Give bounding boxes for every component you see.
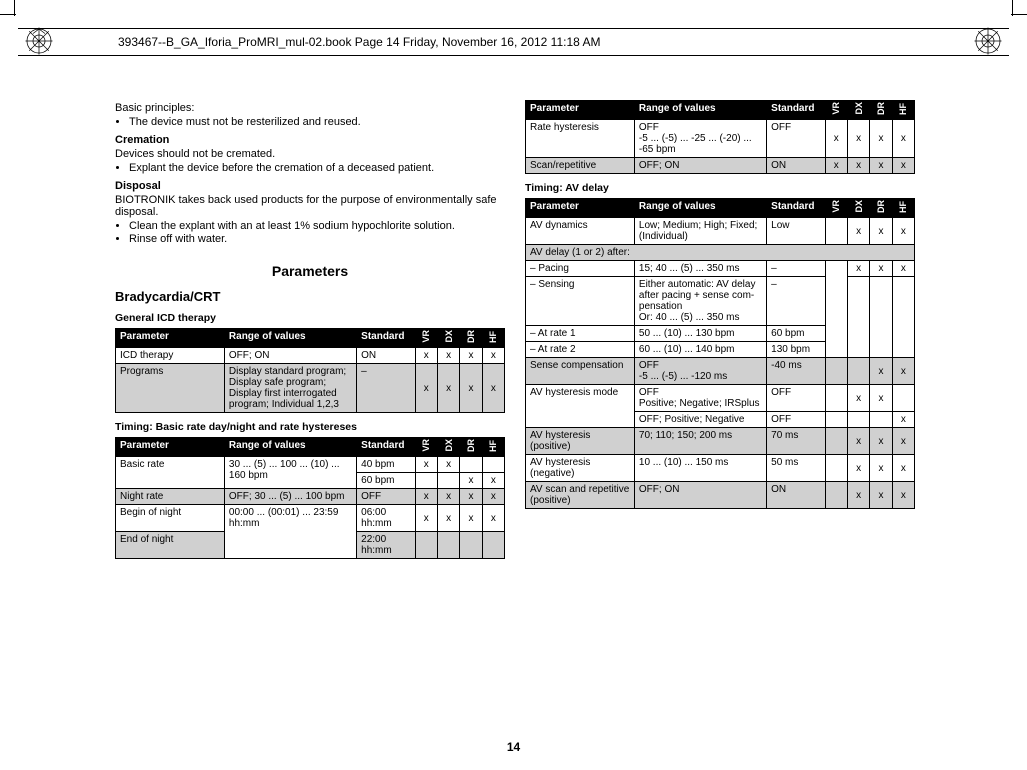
disposal-heading: Disposal — [115, 180, 505, 192]
table-row: Basic rate 30 ... (5) ... 100 ... (10) .… — [116, 457, 505, 473]
header-bar: 393467--B_GA_Iforia_ProMRI_mul-02.book P… — [18, 28, 1009, 56]
table-row: AV hysteresis (positive) 70; 110; 150; 2… — [526, 428, 915, 455]
caption-timing1: Timing: Basic rate day/night and rate hy… — [115, 421, 505, 433]
table-row: AV dynamics Low; Medium; High; Fixed; (I… — [526, 218, 915, 245]
th-dr: DR — [460, 329, 482, 348]
table-row: Scan/repetitive OFF; ON ON x x x x — [526, 158, 915, 174]
table-row: AV scan and repetitive (positive) OFF; O… — [526, 482, 915, 509]
table-row: – Sensing Either automatic: AV delay aft… — [526, 277, 915, 326]
registration-mark-left — [24, 26, 54, 56]
table-row: Night rate OFF; 30 ... (5) ... 100 bpm O… — [116, 489, 505, 505]
table-timing-basic-cont: Parameter Range of values Standard VR DX… — [525, 100, 915, 174]
th-dx: DX — [437, 329, 459, 348]
disposal-list: Clean the explant with an at least 1% so… — [115, 220, 505, 245]
book-line: 393467--B_GA_Iforia_ProMRI_mul-02.book P… — [118, 35, 601, 49]
parameters-title: Parameters — [115, 263, 505, 279]
table-row: Programs Display standard program; Displ… — [116, 364, 505, 413]
th-standard: Standard — [357, 329, 415, 348]
page-number: 14 — [507, 740, 520, 754]
cremation-heading: Cremation — [115, 134, 505, 146]
disposal-item-1: Clean the explant with an at least 1% so… — [129, 220, 505, 232]
table-timing-basic: Parameter Range of values Standard VR DX… — [115, 437, 505, 559]
table-row: AV delay (1 or 2) after: — [526, 245, 915, 261]
table-row: Rate hysteresis OFF -5 ... (-5) ... -25 … — [526, 120, 915, 158]
th-hf: HF — [482, 329, 504, 348]
cremation-list: Explant the device before the cremation … — [115, 162, 505, 174]
caption-general: General ICD therapy — [115, 312, 505, 324]
th-vr: VR — [415, 329, 437, 348]
caption-timing2: Timing: AV delay — [525, 182, 915, 194]
basic-principles-label: Basic principles: — [115, 102, 505, 114]
disposal-para: BIOTRONIK takes back used products for t… — [115, 194, 505, 218]
table-row: AV hysteresis mode OFF Positive; Negativ… — [526, 385, 915, 412]
bp-item: The device must not be resterilized and … — [129, 116, 505, 128]
table-row: – Pacing 15; 40 ... (5) ... 350 ms – x x… — [526, 261, 915, 277]
th-range: Range of values — [224, 329, 356, 348]
page-body: Basic principles: The device must not be… — [115, 100, 915, 720]
bp-list: The device must not be resterilized and … — [115, 116, 505, 128]
disposal-item-2: Rinse off with water. — [129, 233, 505, 245]
table-row: Begin of night 00:00 ... (00:01) ... 23:… — [116, 505, 505, 532]
left-column: Basic principles: The device must not be… — [115, 100, 505, 720]
cremation-para: Devices should not be cremated. — [115, 148, 505, 160]
table-timing-av: Parameter Range of values Standard VR DX… — [525, 198, 915, 509]
table-row: Sense compensation OFF -5 ... (-5) ... -… — [526, 358, 915, 385]
registration-mark-right — [973, 26, 1003, 56]
cremation-item: Explant the device before the cremation … — [129, 162, 505, 174]
table-row: AV hysteresis (negative) 10 ... (10) ...… — [526, 455, 915, 482]
table-general-icd: Parameter Range of values Standard VR DX… — [115, 328, 505, 413]
brady-title: Bradycardia/CRT — [115, 289, 505, 304]
right-column: Parameter Range of values Standard VR DX… — [525, 100, 915, 720]
table-row: ICD therapy OFF; ON ON x x x x — [116, 348, 505, 364]
th-parameter: Parameter — [116, 329, 225, 348]
